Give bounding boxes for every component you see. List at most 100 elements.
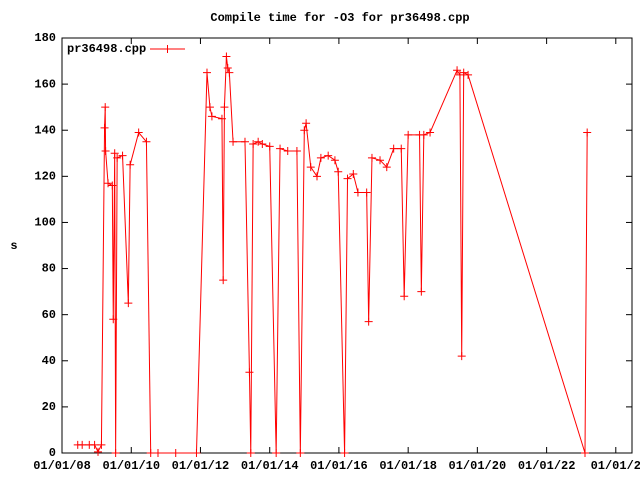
point-marker	[389, 144, 398, 153]
point-marker	[580, 449, 589, 457]
point-marker	[94, 447, 103, 456]
point-marker	[258, 140, 267, 149]
x-tick-label: 01/01/12	[172, 459, 230, 473]
point-marker	[343, 174, 352, 183]
point-marker	[313, 172, 322, 181]
x-tick-label: 01/01/10	[102, 459, 160, 473]
point-marker	[302, 119, 311, 128]
y-tick-label: 180	[34, 31, 56, 45]
y-tick-label: 0	[49, 446, 56, 460]
y-tick-label: 20	[42, 400, 56, 414]
point-marker	[229, 137, 238, 146]
point-marker	[118, 151, 127, 160]
point-marker	[292, 146, 301, 155]
point-marker	[249, 140, 258, 149]
point-marker	[246, 449, 255, 457]
point-marker	[349, 170, 358, 179]
point-marker	[400, 292, 409, 301]
point-marker	[419, 130, 428, 139]
point-marker	[97, 440, 106, 449]
point-marker	[340, 449, 349, 457]
point-marker	[353, 188, 362, 197]
legend-label: pr36498.cpp	[67, 42, 146, 56]
point-marker	[222, 52, 231, 61]
point-marker	[334, 167, 343, 176]
point-marker	[90, 440, 99, 449]
point-marker	[111, 449, 120, 457]
y-tick-label: 120	[34, 170, 56, 184]
point-marker	[583, 128, 592, 137]
x-tick-label: 01/01/18	[379, 459, 437, 473]
point-marker	[202, 68, 211, 77]
point-marker	[382, 163, 391, 172]
y-axis-label: s	[10, 239, 17, 253]
point-marker	[240, 137, 249, 146]
point-marker	[163, 45, 172, 53]
y-tick-label: 80	[42, 262, 56, 276]
point-marker	[108, 181, 117, 190]
point-marker	[330, 156, 339, 165]
point-marker	[283, 146, 292, 155]
point-marker	[78, 440, 87, 449]
point-marker	[225, 68, 234, 77]
point-marker	[417, 287, 426, 296]
y-tick-label: 60	[42, 308, 56, 322]
point-marker	[171, 449, 180, 457]
point-marker	[223, 63, 232, 72]
point-marker	[146, 449, 155, 457]
point-marker	[306, 163, 315, 172]
point-marker	[316, 153, 325, 162]
point-marker	[376, 156, 385, 165]
chart-title: Compile time for -O3 for pr36498.cpp	[210, 11, 469, 25]
point-marker	[101, 146, 110, 155]
point-marker	[272, 449, 281, 457]
point-marker	[457, 352, 466, 361]
point-marker	[300, 126, 309, 135]
x-tick-label: 01/01/08	[33, 459, 91, 473]
point-marker	[101, 103, 110, 112]
point-marker	[397, 144, 406, 153]
y-tick-label: 140	[34, 123, 56, 137]
point-marker	[362, 188, 371, 197]
y-tick-label: 100	[34, 216, 56, 230]
point-marker	[404, 130, 413, 139]
point-marker	[245, 368, 254, 377]
point-marker	[254, 137, 263, 146]
point-marker	[324, 151, 333, 160]
x-tick-label: 01/01/22	[518, 459, 576, 473]
point-marker	[153, 449, 162, 457]
point-marker	[142, 137, 151, 146]
point-marker	[104, 179, 113, 188]
y-tick-label: 160	[34, 77, 56, 91]
point-marker	[207, 112, 216, 121]
point-marker	[453, 66, 462, 75]
x-tick-label: 01/01/14	[241, 459, 299, 473]
x-tick-label: 01/01/20	[449, 459, 507, 473]
x-tick-label: 01/01/16	[310, 459, 368, 473]
point-marker	[220, 103, 229, 112]
y-tick-label: 40	[42, 354, 56, 368]
point-marker	[192, 449, 201, 457]
point-marker	[126, 160, 135, 169]
point-marker	[367, 153, 376, 162]
point-marker	[459, 68, 468, 77]
point-marker	[113, 153, 122, 162]
point-marker	[109, 315, 118, 324]
point-marker	[217, 114, 226, 123]
point-marker	[134, 128, 143, 137]
point-marker	[205, 103, 214, 112]
point-marker	[100, 123, 109, 132]
point-marker	[464, 70, 473, 79]
data-line	[77, 56, 588, 454]
point-marker	[219, 276, 228, 285]
x-tick-label: 01/01/2	[591, 459, 640, 473]
point-marker	[296, 449, 305, 457]
point-marker	[276, 144, 285, 153]
point-marker	[265, 142, 274, 151]
point-marker	[110, 149, 119, 158]
point-marker	[364, 317, 373, 326]
point-marker	[426, 128, 435, 137]
point-marker	[124, 299, 133, 308]
